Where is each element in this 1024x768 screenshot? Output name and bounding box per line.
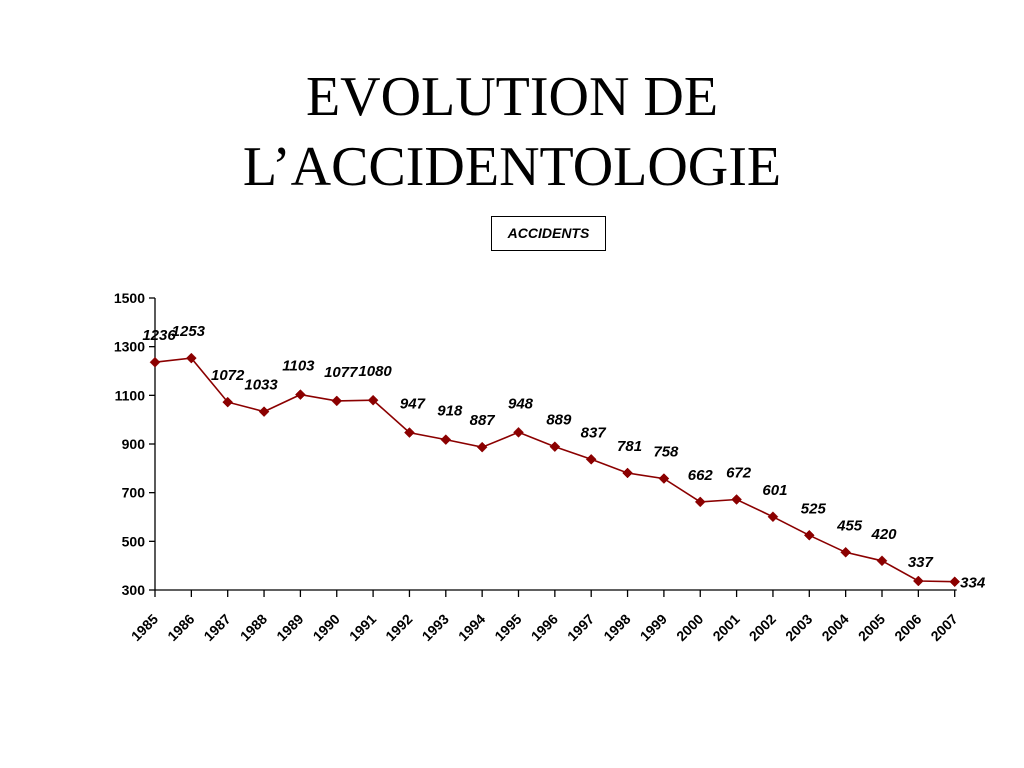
y-tick-label: 1300: [114, 339, 145, 355]
data-label: 420: [870, 526, 897, 543]
data-point-marker: [803, 529, 815, 541]
data-label: 525: [801, 500, 827, 517]
x-tick-label: 1993: [419, 611, 452, 644]
data-label: 672: [726, 464, 752, 481]
data-label: 334: [960, 575, 986, 592]
slide-title: EVOLUTION DE L’ACCIDENTOLOGIE: [0, 62, 1024, 202]
data-point-marker: [876, 555, 888, 567]
x-tick-label: 1998: [600, 611, 633, 644]
x-tick-label: 1996: [528, 611, 561, 644]
data-label: 1253: [172, 323, 206, 340]
y-axis-ticks: 300 500 700 900 1100 1300 1500: [114, 290, 155, 598]
x-tick-label: 1995: [491, 611, 524, 644]
data-label: 455: [836, 517, 863, 534]
x-tick-label: 1999: [637, 611, 670, 644]
y-tick-label: 500: [122, 533, 146, 549]
x-tick-label: 1991: [346, 611, 379, 644]
data-label: 1080: [358, 363, 392, 380]
data-point-marker: [295, 389, 306, 400]
data-label: 1077: [324, 364, 358, 381]
x-axis-ticks: 1985 1986 1987 1988 1989 1990 1991 1992 1993 1994…: [128, 590, 961, 644]
data-point-marker: [912, 575, 924, 587]
x-tick-label: 1986: [164, 611, 197, 644]
x-tick-label: 1994: [455, 611, 488, 644]
y-tick-label: 700: [122, 485, 146, 501]
x-tick-label: 1989: [273, 611, 306, 644]
data-label: 1103: [282, 358, 315, 375]
y-tick-label: 1100: [115, 387, 146, 403]
x-tick-label: 1985: [128, 611, 161, 644]
data-point-marker: [731, 494, 742, 505]
title-line-2: L’ACCIDENTOLOGIE: [242, 136, 782, 198]
data-label: 601: [762, 482, 787, 499]
data-label: 948: [508, 395, 534, 412]
series-accidents: [149, 352, 961, 588]
data-label: 758: [653, 444, 679, 461]
data-point-marker: [404, 427, 415, 438]
x-tick-label: 2006: [891, 611, 924, 644]
data-point-marker: [331, 395, 343, 407]
data-point-marker: [622, 467, 633, 479]
data-label: 1236: [142, 327, 176, 344]
data-point-marker: [549, 441, 561, 453]
data-label: 947: [400, 396, 426, 413]
x-tick-label: 1990: [310, 611, 343, 644]
data-point-marker: [440, 434, 452, 445]
data-point-marker: [949, 576, 961, 588]
data-point-marker: [513, 426, 524, 438]
y-tick-label: 300: [122, 582, 146, 598]
y-tick-label: 900: [122, 436, 146, 452]
x-tick-label: 2007: [927, 611, 960, 644]
data-point-marker: [149, 356, 161, 368]
data-point-marker: [222, 396, 234, 408]
data-label: 1072: [211, 367, 245, 384]
data-point-marker: [694, 496, 706, 508]
data-label: 337: [908, 554, 934, 571]
data-label: 781: [617, 438, 642, 455]
x-tick-label: 1997: [564, 611, 597, 644]
data-point-marker: [258, 406, 270, 417]
data-label: 662: [688, 467, 714, 484]
x-tick-label: 2002: [746, 611, 779, 644]
x-tick-label: 2001: [709, 611, 742, 644]
x-tick-label: 1988: [237, 611, 270, 644]
x-tick-label: 2003: [782, 611, 815, 644]
data-label: 1033: [244, 377, 278, 394]
data-point-marker: [658, 473, 670, 484]
data-point-marker: [476, 441, 488, 453]
x-tick-label: 2005: [855, 611, 888, 644]
data-point-marker: [185, 352, 197, 364]
data-label: 887: [470, 412, 496, 429]
data-label: 837: [581, 424, 607, 441]
data-label: 889: [546, 412, 572, 429]
data-point-marker: [585, 453, 597, 465]
data-point-marker: [840, 546, 852, 558]
x-tick-label: 2000: [673, 611, 706, 644]
title-line-1: EVOLUTION DE: [305, 66, 719, 128]
x-tick-label: 1987: [200, 611, 233, 644]
data-label: 918: [437, 403, 463, 420]
x-tick-label: 2004: [818, 611, 851, 644]
chart-legend: ACCIDENTS: [491, 216, 606, 251]
data-point-marker: [367, 394, 379, 406]
y-tick-label: 1500: [114, 290, 145, 306]
data-point-marker: [767, 511, 779, 523]
x-tick-label: 1992: [382, 611, 415, 644]
